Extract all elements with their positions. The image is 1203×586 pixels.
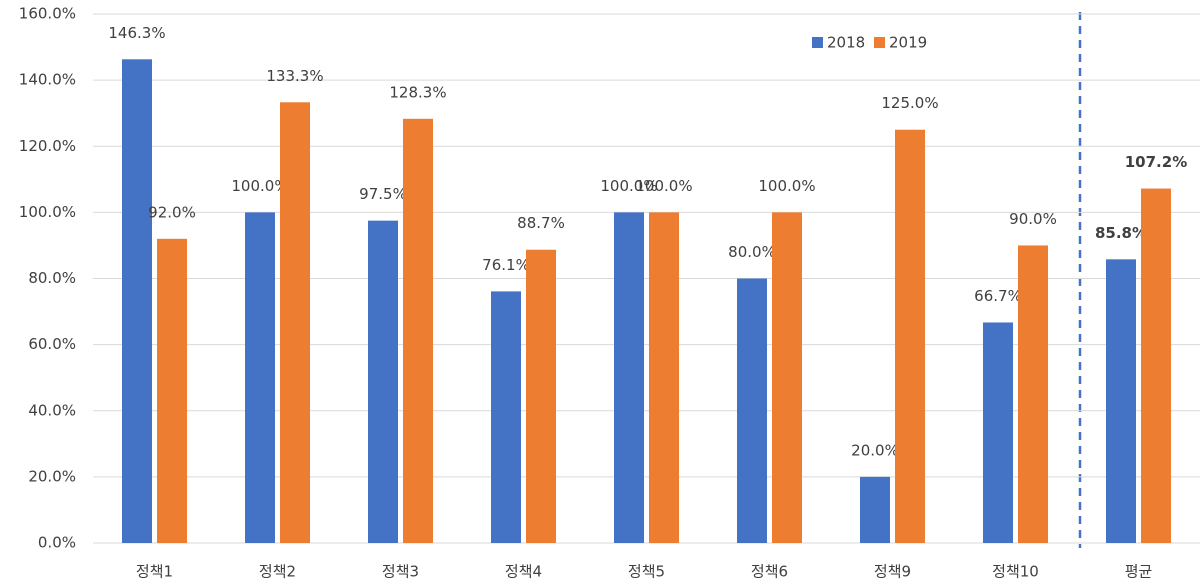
y-tick-label: 60.0% — [28, 335, 76, 353]
y-tick-label: 140.0% — [19, 71, 76, 89]
bar — [860, 476, 890, 543]
bar — [1106, 259, 1136, 543]
bar — [737, 278, 767, 543]
legend-label: 2018 — [827, 34, 865, 52]
data-label: 76.1% — [482, 256, 530, 274]
bar — [368, 220, 398, 543]
y-tick-label: 0.0% — [38, 534, 76, 552]
bar — [772, 212, 802, 543]
data-label: 128.3% — [389, 83, 446, 101]
data-label: 125.0% — [881, 94, 938, 112]
y-tick-label: 160.0% — [19, 5, 76, 23]
bar — [526, 249, 556, 543]
bar — [1141, 188, 1171, 543]
y-tick-label: 100.0% — [19, 203, 76, 221]
x-tick-label: 정책3 — [382, 563, 419, 581]
bar — [1018, 245, 1048, 543]
x-tick-label: 정책1 — [136, 563, 173, 581]
bar — [983, 322, 1013, 543]
bar — [122, 59, 152, 543]
bar — [157, 238, 187, 543]
data-label: 88.7% — [517, 214, 565, 232]
bar — [895, 129, 925, 543]
x-tick-label: 정책6 — [751, 563, 788, 581]
y-tick-label: 40.0% — [28, 401, 76, 419]
x-tick-label: 정책4 — [505, 563, 542, 581]
x-tick-label: 정책10 — [992, 563, 1039, 581]
data-label: 133.3% — [266, 67, 323, 85]
legend-label: 2019 — [889, 34, 927, 52]
legend-swatch — [812, 37, 823, 48]
y-tick-label: 120.0% — [19, 137, 76, 155]
data-label: 66.7% — [974, 287, 1022, 305]
x-tick-label: 정책9 — [874, 563, 911, 581]
bar — [649, 212, 679, 543]
data-label: 100.0% — [758, 177, 815, 195]
data-label: 20.0% — [851, 441, 899, 459]
bar — [245, 212, 275, 543]
legend-swatch — [874, 37, 885, 48]
data-label: 100.0% — [231, 177, 288, 195]
data-label: 85.8% — [1095, 224, 1147, 242]
data-label: 92.0% — [148, 203, 196, 221]
data-label: 100.0% — [635, 177, 692, 195]
bar — [614, 212, 644, 543]
data-label: 97.5% — [359, 185, 407, 203]
data-label: 107.2% — [1125, 153, 1187, 171]
x-tick-label: 정책2 — [259, 563, 296, 581]
bar — [403, 118, 433, 543]
y-tick-label: 80.0% — [28, 269, 76, 287]
bar — [280, 102, 310, 543]
data-label: 90.0% — [1009, 210, 1057, 228]
y-tick-label: 20.0% — [28, 467, 76, 485]
x-tick-label: 평균 — [1125, 563, 1153, 581]
data-label: 146.3% — [108, 24, 165, 42]
data-label: 100.0% — [600, 177, 657, 195]
x-tick-label: 정책5 — [628, 563, 665, 581]
data-label: 80.0% — [728, 243, 776, 261]
bar — [491, 291, 521, 543]
